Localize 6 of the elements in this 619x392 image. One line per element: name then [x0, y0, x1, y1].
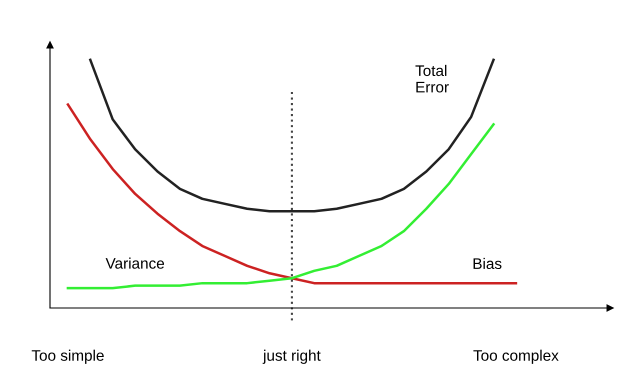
series-label: Variance — [106, 258, 164, 269]
x-tick-label: Too complex — [473, 350, 559, 364]
series-label: Total Error — [415, 64, 449, 93]
x-tick-label: just right — [262, 350, 321, 364]
x-tick-label: Too simple — [32, 350, 104, 364]
series-label: Bias — [474, 258, 502, 270]
